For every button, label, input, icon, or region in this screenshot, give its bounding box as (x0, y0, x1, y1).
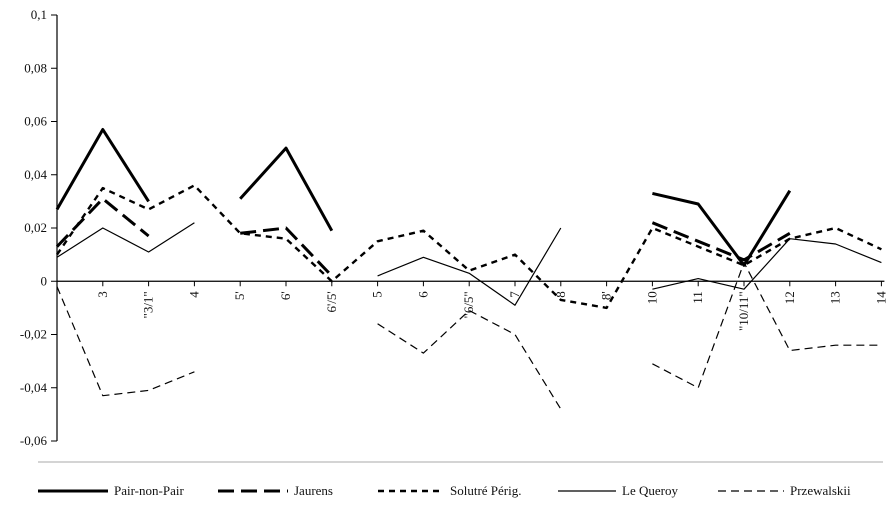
x-tick-label: "10/11" (736, 291, 751, 331)
x-tick-label: 5 (370, 291, 385, 298)
y-tick-label: 0,1 (31, 7, 47, 22)
x-tick-label: 14 (873, 291, 887, 305)
x-tick-label: 10 (644, 291, 659, 304)
legend-item-przewalskii: Przewalskii (718, 478, 851, 504)
series-line-0 (652, 189, 792, 267)
legend-item-pair-non-pair: Pair-non-Pair (38, 478, 184, 504)
legend-label-pair-non-pair: Pair-non-Pair (114, 483, 184, 498)
x-tick-label: 6 (415, 291, 430, 298)
series-line-1 (240, 226, 333, 277)
y-tick-label: -0,06 (20, 433, 48, 448)
legend-label-solutre-perig: Solutré Périg. (450, 483, 522, 498)
series-line-1 (55, 197, 150, 248)
series-line-4 (377, 309, 562, 410)
x-tick-label: 6' (278, 291, 293, 300)
x-tick-label: 13 (828, 291, 843, 304)
legend-swatch-przewalskii (718, 490, 784, 492)
series-line-4 (652, 262, 882, 389)
legend: Pair-non-Pair Jaurens Solutré Périg. Le … (38, 478, 883, 504)
legend-item-solutre-perig: Solutré Périg. (378, 478, 522, 504)
legend-label-przewalskii: Przewalskii (790, 483, 851, 498)
series-line-0 (239, 146, 334, 232)
x-tick-label: "3/1" (141, 291, 156, 318)
x-tick-label: 7 (507, 291, 522, 298)
x-tick-label: 5' (232, 291, 247, 300)
x-tick-label: 6'/5' (324, 291, 339, 312)
y-tick-label: -0,04 (20, 380, 48, 395)
x-tick-label: 11 (690, 291, 705, 304)
legend-label-jaurens: Jaurens (294, 483, 333, 498)
series-line-3 (56, 222, 195, 258)
y-tick-label: 0,04 (24, 167, 47, 182)
y-tick-label: 0,02 (24, 220, 47, 235)
legend-item-le-queroy: Le Queroy (558, 478, 678, 504)
series-line-4 (56, 286, 195, 397)
x-tick-label: 4 (186, 291, 201, 298)
x-tick-label: "6/5" (461, 291, 476, 318)
x-tick-label: 12 (782, 291, 797, 304)
x-tick-label: 3 (95, 291, 110, 298)
series-line-3 (377, 227, 562, 306)
y-tick-label: 0,08 (24, 60, 47, 75)
x-tick-label: 8 (553, 291, 568, 298)
legend-label-le-queroy: Le Queroy (622, 483, 678, 498)
y-tick-label: 0 (41, 273, 48, 288)
legend-swatch-le-queroy (558, 490, 616, 492)
y-tick-label: 0,06 (24, 114, 47, 129)
series-line-0 (55, 128, 150, 211)
line-chart: 0,1 0,08 0,06 0,04 0,02 0 -0,02 -0,04 -0,06 3 "3/1… (20, 7, 887, 463)
legend-swatch-pair-non-pair (38, 489, 108, 493)
legend-swatch-solutre-perig (378, 489, 444, 493)
y-tick-label: -0,02 (20, 327, 47, 342)
series-line-1 (651, 221, 791, 262)
series-line-3 (652, 238, 882, 290)
legend-item-jaurens: Jaurens (218, 478, 333, 504)
legend-swatch-jaurens (218, 489, 288, 493)
x-tick-label: 8' (599, 291, 614, 300)
